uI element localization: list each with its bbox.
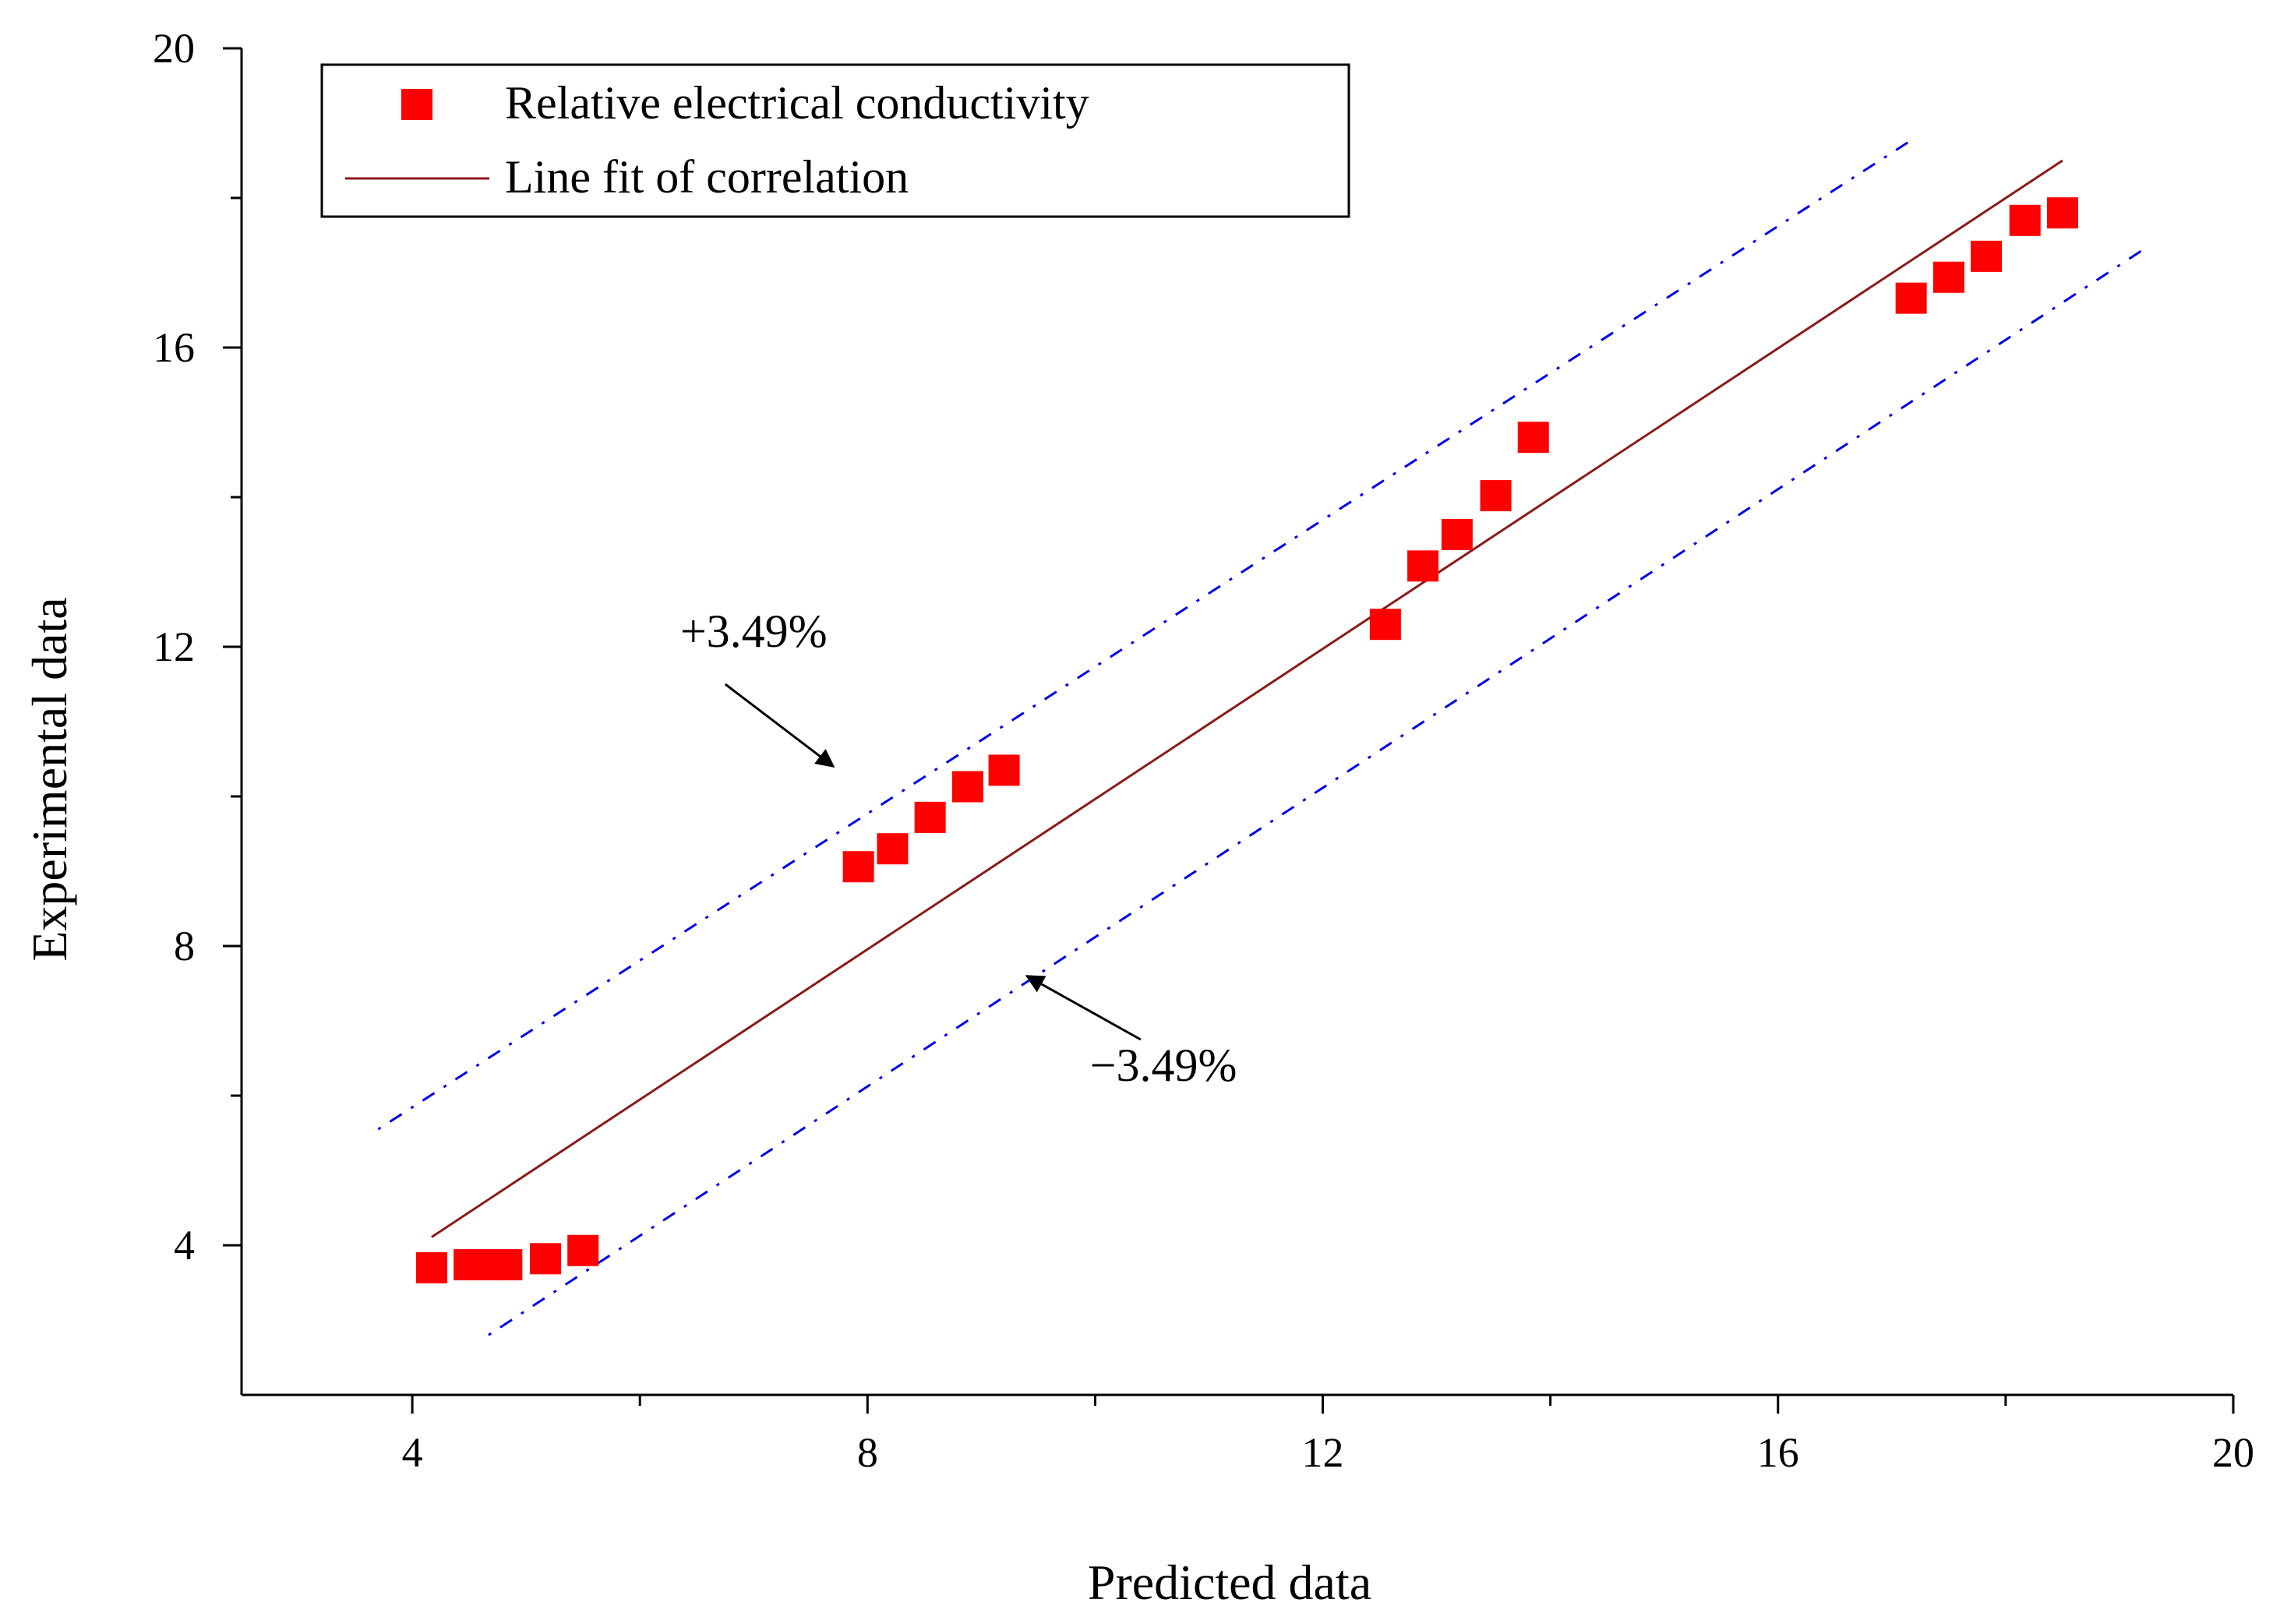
data-point	[491, 1248, 523, 1280]
y-tick-label: 16	[153, 324, 195, 371]
x-tick-label: 16	[1757, 1429, 1799, 1476]
fit-line	[431, 159, 2063, 1238]
y-tick-label: 8	[174, 923, 195, 969]
data-point	[988, 754, 1020, 786]
data-point	[877, 833, 909, 865]
y-axis-title: Experimental data	[22, 597, 77, 961]
annotation-arrow	[1025, 975, 1142, 1041]
x-tick-label: 4	[402, 1429, 423, 1476]
legend-box	[320, 63, 1350, 218]
data-point	[2009, 204, 2041, 236]
x-tick-label: 8	[857, 1429, 878, 1476]
data-point	[1369, 609, 1401, 641]
data-point	[951, 771, 983, 803]
x-axis-title: Predicted data	[1088, 1555, 1371, 1610]
annotation-label: −3.49%	[1090, 1040, 1237, 1091]
data-point	[1971, 240, 2003, 272]
x-tick-label: 12	[1302, 1429, 1344, 1476]
bound-line	[488, 249, 2143, 1336]
legend-marker-scatter	[401, 89, 432, 120]
annotation-label: +3.49%	[680, 605, 828, 657]
annotation-arrow	[724, 683, 835, 768]
annotations-layer: +3.49% −3.49%	[680, 605, 1237, 1091]
y-tick-label: 12	[153, 623, 195, 670]
y-tick-label: 20	[153, 25, 195, 72]
y-tick-label: 4	[174, 1222, 195, 1269]
data-point	[1517, 422, 1549, 454]
legend-label-line: Line fit of correlation	[505, 151, 909, 203]
legend: Relative electrical conductivity Line fi…	[320, 63, 1350, 218]
x-tick-label: 20	[2212, 1429, 2254, 1476]
data-point	[1932, 261, 1964, 293]
points-layer	[415, 197, 2078, 1283]
data-point	[2046, 197, 2078, 229]
lines-layer	[377, 136, 2143, 1336]
ticks-layer: 4 8 12 16 20 4 8 12 16 20	[153, 25, 2254, 1476]
data-point	[1895, 282, 1927, 314]
data-point	[529, 1243, 561, 1275]
data-point	[567, 1234, 599, 1266]
data-point	[914, 801, 946, 833]
data-point	[415, 1252, 447, 1283]
data-point	[1480, 480, 1512, 512]
bound-line	[377, 136, 1915, 1131]
legend-label-scatter: Relative electrical conductivity	[505, 77, 1089, 129]
data-point	[842, 851, 874, 883]
data-point	[1441, 519, 1473, 550]
data-point	[1407, 550, 1439, 582]
